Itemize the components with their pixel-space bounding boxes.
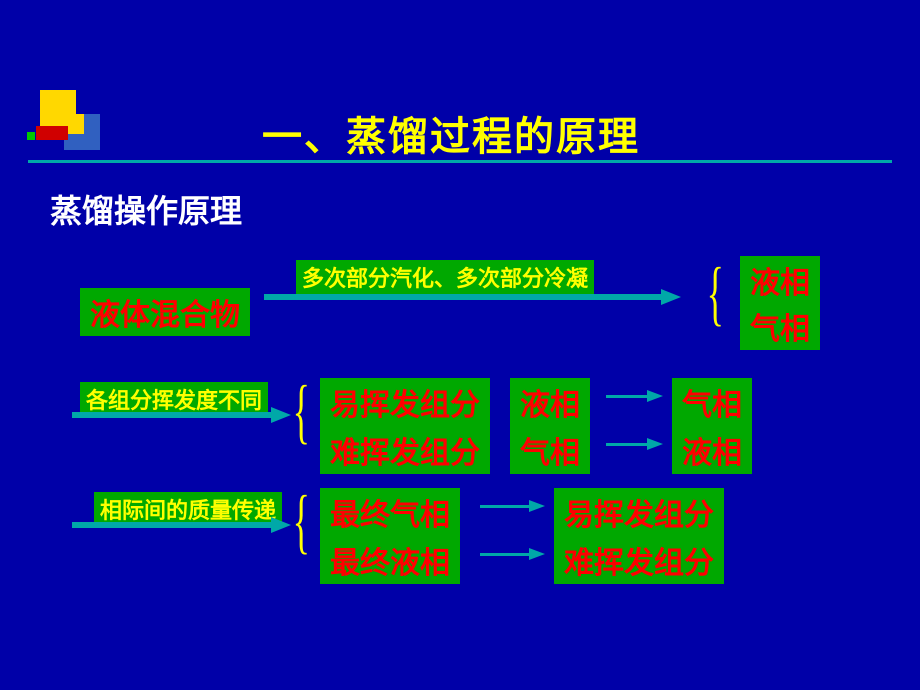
label-volatility-diff: 各组分挥发度不同 (80, 382, 268, 416)
box-r2l1-gas: 气相 (672, 378, 752, 426)
arrow-row1-head (661, 289, 681, 305)
box-gas-phase: 气相 (740, 302, 820, 350)
box-volatile: 易挥发组分 (320, 378, 490, 426)
box-r2l2-gas: 气相 (510, 426, 590, 474)
arrow-r3l1 (480, 505, 530, 508)
box-nonvolatile: 难挥发组分 (320, 426, 490, 474)
arrow-row3-head (271, 517, 291, 533)
brace-row2: { (293, 370, 310, 453)
brace-row3: { (293, 480, 310, 563)
box-r2l2-liquid: 液相 (672, 426, 752, 474)
box-r2l1-liquid: 液相 (510, 378, 590, 426)
arrow-row2 (72, 412, 272, 418)
label-mass-transfer: 相际间的质量传递 (94, 492, 282, 526)
brace-row1: { (707, 252, 724, 335)
logo-bullet (27, 132, 35, 140)
arrow-r3l1-head (529, 500, 545, 512)
box-final-liquid: 最终液相 (320, 536, 460, 584)
slide-title: 一、蒸馏过程的原理 (262, 104, 640, 162)
label-vaporize-condense: 多次部分汽化、多次部分冷凝 (296, 260, 594, 294)
arrow-r2l2 (606, 443, 648, 446)
arrow-row2-head (271, 407, 291, 423)
arrow-row3 (72, 522, 272, 528)
box-r3l2-nonvolatile: 难挥发组分 (554, 536, 724, 584)
arrow-row1 (264, 294, 662, 300)
arrow-r3l2-head (529, 548, 545, 560)
box-liquid-phase: 液相 (740, 256, 820, 304)
box-r3l1-volatile: 易挥发组分 (554, 488, 724, 536)
box-final-gas: 最终气相 (320, 488, 460, 536)
subtitle: 蒸馏操作原理 (50, 186, 242, 232)
arrow-r2l1-head (647, 390, 663, 402)
arrow-r3l2 (480, 553, 530, 556)
arrow-r2l1 (606, 395, 648, 398)
arrow-r2l2-head (647, 438, 663, 450)
box-liquid-mixture: 液体混合物 (80, 288, 250, 336)
logo-bar (36, 126, 68, 140)
title-divider (28, 160, 892, 163)
